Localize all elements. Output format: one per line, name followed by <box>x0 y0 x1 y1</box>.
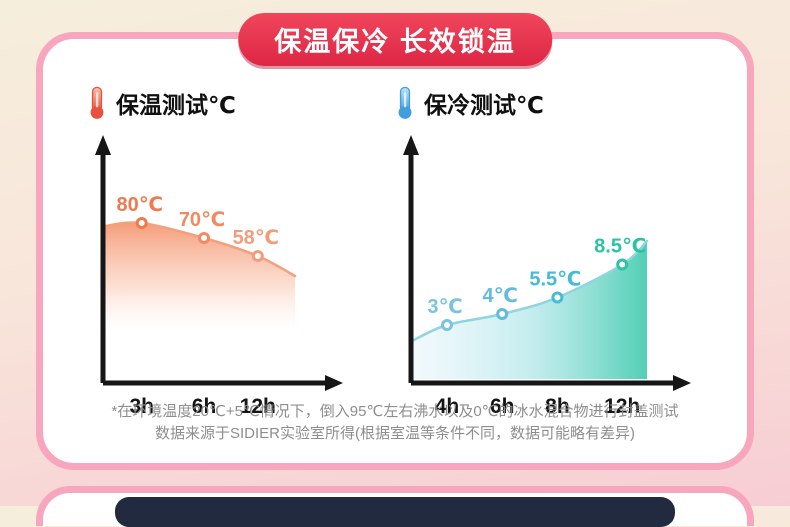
svg-text:3℃: 3℃ <box>427 296 462 318</box>
cold-chart-title: 保冷测试℃ <box>424 92 544 118</box>
title-text: 保温保冷 长效锁温 <box>274 27 516 57</box>
thermometer-cold-icon <box>398 86 412 119</box>
hot-retention-chart: 80℃ 70℃ 58℃ 3h 6h 12h <box>95 135 343 418</box>
svg-text:3h: 3h <box>129 395 154 418</box>
thermometer-hot-icon <box>90 86 104 119</box>
svg-text:80℃: 80℃ <box>116 194 162 216</box>
next-section-card <box>36 486 754 527</box>
cold-retention-chart: 3℃ 4℃ 5.5℃ 8.5℃ 4h 6h 8h 12h <box>403 135 691 418</box>
cold-test-panel: 保冷测试℃ 3℃ 4℃ 5.5℃ 8.5℃ 4h 6h 8h 12h <box>395 85 695 423</box>
svg-text:6h: 6h <box>192 395 217 418</box>
svg-text:70℃: 70℃ <box>179 209 225 231</box>
svg-text:8.5℃: 8.5℃ <box>594 236 646 258</box>
footnote-line-1: *在环境温度20℃+5℃情况下，倒入95℃左右沸水以及0℃的冰水混合物进行封盖测… <box>111 403 679 420</box>
svg-text:6h: 6h <box>490 395 515 418</box>
cold-chart-header: 保冷测试℃ <box>395 85 695 121</box>
svg-text:4h: 4h <box>435 395 460 418</box>
svg-text:12h: 12h <box>604 395 640 418</box>
main-card: 保温保冷 长效锁温 保温测试℃ 80℃ 70℃ 58℃ 3h 6h 12h <box>36 13 754 470</box>
footnote: *在环境温度20℃+5℃情况下，倒入95℃左右沸水以及0℃的冰水混合物进行封盖测… <box>43 401 747 445</box>
title-badge: 保温保冷 长效锁温 <box>238 13 552 66</box>
hot-chart-title: 保温测试℃ <box>116 92 236 118</box>
hot-test-panel: 保温测试℃ 80℃ 70℃ 58℃ 3h 6h 12h <box>87 85 355 423</box>
svg-text:12h: 12h <box>240 395 276 418</box>
next-section-badge <box>115 497 675 527</box>
svg-text:5.5℃: 5.5℃ <box>529 269 581 291</box>
hot-chart-header: 保温测试℃ <box>87 85 355 121</box>
svg-text:4℃: 4℃ <box>483 285 518 307</box>
svg-text:58℃: 58℃ <box>233 227 279 249</box>
svg-text:8h: 8h <box>545 395 570 418</box>
footnote-line-2: 数据来源于SIDIER实验室所得(根据室温等条件不同，数据可能略有差异) <box>154 424 635 442</box>
